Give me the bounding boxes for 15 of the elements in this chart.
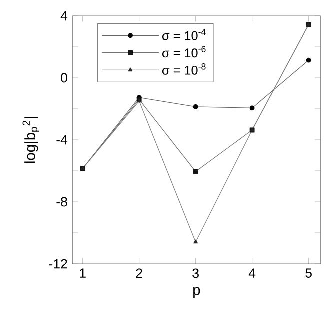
- x-tick-label: 2: [136, 268, 142, 278]
- y-tick-label: -12: [49, 259, 68, 269]
- x-tick-label: 3: [192, 268, 199, 278]
- legend-label: σ = 10$^{-4}$: [162, 29, 206, 40]
- y-tick-label: 4: [60, 11, 68, 21]
- legend-label: σ = 10$^{-6}$: [162, 46, 206, 58]
- y-tick-label: 0: [61, 73, 68, 83]
- x-tick-label: 1: [80, 268, 86, 278]
- legend-label: σ = 10$^{-8}$: [162, 64, 206, 75]
- x-axis-title: p: [194, 287, 200, 298]
- x-tick-label: 5: [306, 268, 312, 278]
- y-axis-title: log|b$_{p}$$^{2}$|: [22, 117, 40, 164]
- y-tick-label: -4: [56, 135, 68, 145]
- x-tick-label: 4: [248, 268, 256, 278]
- y-tick-label: -8: [56, 197, 68, 207]
